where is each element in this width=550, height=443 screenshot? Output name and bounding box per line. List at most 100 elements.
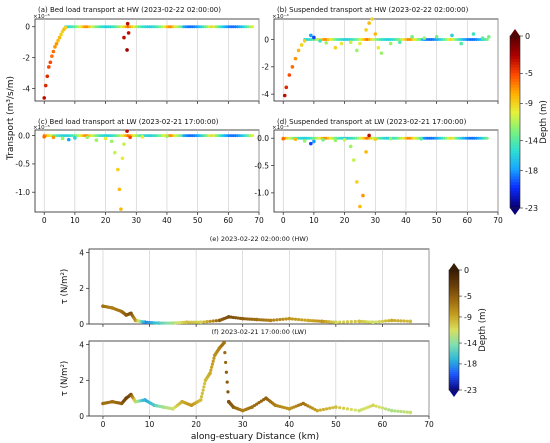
baseline-point — [104, 134, 108, 138]
colorbar-bottom-arrow — [510, 208, 520, 215]
baseline-point — [326, 136, 330, 140]
plot-frame — [88, 340, 430, 417]
colorbar-segment — [449, 380, 459, 383]
baseline-point — [481, 136, 485, 140]
baseline-point — [100, 134, 104, 138]
baseline-point — [199, 134, 203, 138]
y-tick-label: -4 — [262, 90, 270, 99]
colorbar-segment — [510, 76, 520, 80]
colorbar-segment — [510, 190, 520, 195]
baseline-point — [339, 38, 343, 41]
baseline-point — [412, 136, 416, 140]
baseline-point — [485, 38, 489, 41]
baseline-point — [442, 38, 446, 41]
data-point — [122, 35, 126, 40]
baseline-point — [328, 136, 332, 140]
colorbar-segment — [510, 113, 520, 117]
baseline-point — [479, 136, 483, 140]
baseline-point — [55, 134, 59, 138]
data-point — [333, 138, 338, 143]
data-point — [333, 45, 338, 50]
data-point — [173, 321, 177, 325]
y-tick-label: -1.0 — [15, 188, 30, 197]
baseline-point — [348, 38, 352, 41]
data-point — [299, 43, 304, 47]
colorbar-segment — [510, 99, 520, 103]
colorbar-segment — [449, 354, 459, 357]
data-point — [293, 317, 298, 321]
data-point — [57, 35, 62, 40]
shared-xlabel: along-estuary Distance (km) — [191, 432, 319, 442]
data-point — [348, 144, 353, 149]
colorbar-tick-label: -18 — [525, 166, 538, 175]
data-point — [125, 48, 129, 52]
baseline-point — [102, 134, 106, 138]
data-point — [122, 142, 126, 146]
data-point — [154, 321, 159, 325]
data-point — [471, 32, 476, 36]
data-point — [399, 319, 403, 323]
baseline-point — [203, 134, 207, 138]
baseline-point — [459, 38, 463, 41]
data-point — [362, 320, 366, 324]
baseline-point — [369, 136, 373, 140]
colorbar-segment — [449, 358, 459, 361]
data-point — [422, 36, 427, 40]
baseline-point — [485, 136, 489, 140]
baseline-point — [135, 25, 139, 29]
data-point — [377, 405, 381, 409]
colorbar-segment — [449, 274, 459, 277]
baseline-point — [356, 38, 360, 41]
x-tick-label: 40 — [162, 216, 172, 225]
colorbar-segment — [449, 300, 459, 303]
x-tick-label: 60 — [463, 216, 473, 225]
baseline-point — [137, 134, 141, 138]
data-point — [225, 380, 229, 384]
baseline-point — [378, 38, 382, 41]
baseline-point — [244, 25, 248, 29]
baseline-point — [412, 38, 416, 41]
data-point — [53, 45, 57, 49]
baseline-point — [246, 25, 250, 29]
data-point — [364, 150, 368, 154]
baseline-point — [64, 134, 68, 138]
data-point — [389, 318, 394, 323]
data-point — [313, 319, 317, 323]
axis-exponent: ×10⁻⁵ — [33, 13, 50, 20]
baseline-point — [122, 134, 126, 138]
baseline-point — [455, 38, 459, 41]
baseline-point — [203, 25, 207, 29]
baseline-point — [160, 134, 164, 138]
data-point — [331, 406, 335, 410]
data-point — [48, 60, 53, 65]
baseline-point — [354, 136, 358, 140]
colorbar-frame — [448, 269, 460, 391]
baseline-point — [182, 25, 186, 29]
data-point — [379, 51, 384, 55]
data-point — [231, 315, 235, 320]
baseline-point — [432, 136, 436, 140]
colorbar-segment — [449, 296, 459, 299]
data-point — [342, 406, 346, 410]
data-point — [125, 21, 130, 26]
y-tick-label: 0 — [79, 320, 84, 329]
data-point — [327, 320, 331, 324]
colorbar-tick-label: -9 — [525, 99, 533, 108]
colorbar-segment — [510, 196, 520, 200]
baseline-point — [208, 134, 212, 138]
data-point — [119, 207, 123, 211]
colorbar-segment — [510, 44, 520, 48]
data-point — [419, 136, 424, 141]
baseline-point — [214, 25, 218, 29]
plot-frame — [34, 18, 260, 102]
baseline-point — [436, 38, 440, 41]
data-point — [312, 35, 316, 40]
x-tick-label: 50 — [432, 216, 442, 225]
baseline-point — [382, 38, 386, 41]
colorbar-segment — [449, 314, 459, 317]
baseline-point — [74, 25, 78, 29]
x-tick-label: 10 — [145, 420, 155, 429]
colorbar-segment — [449, 382, 459, 385]
data-point — [252, 403, 256, 408]
baseline-point — [307, 136, 311, 140]
